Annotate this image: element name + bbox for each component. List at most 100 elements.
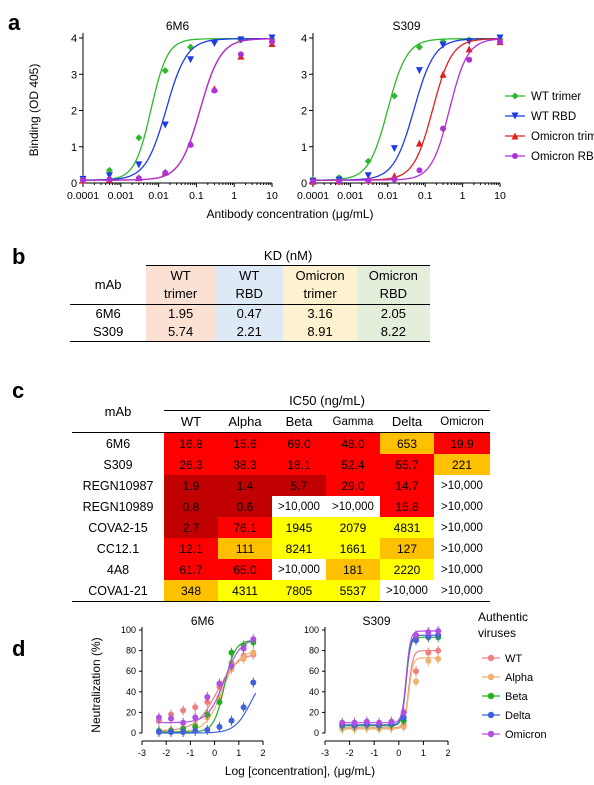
y-tick-label: 60 — [126, 666, 136, 676]
data-point — [512, 153, 518, 159]
ic50-mab-label: mAb — [104, 403, 132, 419]
data-point — [228, 663, 235, 670]
ic50-row-mab: COVA2-15 — [88, 520, 148, 535]
legend-marker — [487, 654, 495, 662]
data-point — [161, 121, 169, 129]
ic50-row-mab: REGN10987 — [82, 478, 154, 493]
kd-header: KD (nM) — [146, 245, 430, 266]
x-tick-label: 0.1 — [189, 190, 204, 202]
ic50-row: REGN10987 1.9 1.4 5.7 29.0 14.7 >10,000 — [72, 475, 490, 496]
data-point — [435, 628, 442, 635]
data-point — [496, 34, 504, 42]
ic50-cell: >10,000 — [272, 496, 326, 517]
ic50-cell: >10,000 — [380, 580, 434, 602]
x-tick-label: 2 — [445, 748, 450, 758]
data-point — [391, 176, 398, 183]
ic50-row-mab: 6M6 — [105, 436, 131, 451]
series-omicron-trimer — [79, 38, 276, 184]
data-point — [351, 719, 358, 726]
data-point — [135, 175, 142, 182]
ic50-row: CC12.1 12.1 111 8241 1661 127 >10,000 — [72, 538, 490, 559]
ic50-row: 4A8 61.7 65.0 >10,000 181 2220 >10,000 — [72, 559, 490, 580]
plot-title: S309 — [362, 614, 390, 628]
data-point — [237, 36, 245, 44]
y-tick-label: 0 — [71, 178, 77, 190]
ic50-cell: 8241 — [272, 538, 326, 559]
kd-cell: 2.21 — [214, 322, 284, 341]
x-tick-label: 0.1 — [418, 190, 433, 202]
y-tick-label: 20 — [309, 707, 319, 717]
ic50-cell: 181 — [326, 559, 380, 580]
y-tick-label: 80 — [309, 646, 319, 656]
data-point — [465, 45, 473, 53]
legend-item: Omicron RBD — [505, 151, 594, 163]
data-point — [400, 709, 407, 716]
data-point — [390, 92, 398, 100]
y-tick-label: 3 — [71, 69, 77, 81]
data-point — [187, 56, 195, 64]
legend-item: WT trimer — [505, 91, 581, 103]
data-point — [250, 679, 257, 686]
data-point — [413, 637, 420, 644]
x-axis-label: Antibody concentration (μg/mL) — [207, 207, 374, 221]
x-tick-label: 1 — [231, 190, 237, 202]
data-point — [106, 176, 113, 183]
fit-curve — [339, 630, 441, 724]
data-point — [155, 714, 162, 721]
ic50-row-mab: REGN10989 — [82, 499, 154, 514]
ic50-table: mAb IC50 (ng/mL) WT Alpha Beta Gamma Delta Om… — [72, 390, 502, 602]
kd-col-wt-rbd: WT RBD — [214, 265, 284, 304]
ic50-row-mab: COVA1-21 — [88, 583, 148, 598]
legend-marker — [487, 673, 495, 681]
legend-label: Omicron RBD — [531, 151, 594, 163]
ic50-cell: 2.7 — [164, 517, 218, 538]
ic50-cell: >10,000 — [434, 538, 490, 559]
data-point — [187, 43, 195, 51]
x-tick-label: 0 — [212, 748, 217, 758]
data-point — [415, 67, 423, 75]
data-point — [415, 43, 423, 51]
ic50-row: REGN10989 0.8 0.6 >10,000 >10,000 15.8 >10,000 — [72, 496, 490, 517]
data-point — [339, 719, 346, 726]
ic50-cell: >10,000 — [434, 559, 490, 580]
ic50-cell: 7805 — [272, 580, 326, 602]
x-tick-label: 0.001 — [337, 190, 363, 202]
data-point — [180, 707, 187, 714]
data-point — [216, 680, 223, 687]
legend-label: Beta — [505, 691, 529, 703]
legend-title: viruses — [478, 626, 516, 640]
ic50-row-mab: S309 — [103, 457, 133, 472]
ic50-row-mab: CC12.1 — [96, 541, 140, 556]
data-point — [250, 649, 257, 656]
data-point — [440, 125, 447, 132]
ic50-cell: 12.1 — [164, 538, 218, 559]
kd-col-wt-trimer: WT trimer — [146, 265, 215, 304]
data-point — [192, 727, 199, 734]
legend-label: WT — [505, 653, 522, 665]
y-tick-label: 60 — [309, 666, 319, 676]
data-point — [390, 145, 398, 153]
data-point — [192, 704, 199, 711]
series-delta — [155, 677, 257, 737]
legend-label: WT RBD — [531, 111, 576, 123]
ic50-cell: 65.0 — [218, 559, 272, 580]
x-tick-label: 0.01 — [378, 190, 399, 202]
legend-item: Alpha — [482, 672, 534, 684]
ic50-cell: 127 — [380, 538, 434, 559]
data-point — [363, 718, 370, 725]
ic50-cell: 2220 — [380, 559, 434, 580]
ic50-row: COVA1-21 348 4311 7805 5537 >10,000 >10,000 — [72, 580, 490, 602]
data-point — [210, 39, 218, 47]
ic50-cell: 0.8 — [164, 496, 218, 517]
data-point — [336, 178, 343, 185]
data-point — [388, 718, 395, 725]
series-omicron-rbd — [80, 38, 275, 184]
fit-curve — [339, 650, 441, 729]
data-point — [168, 728, 175, 735]
x-tick-label: -3 — [321, 748, 329, 758]
ic50-col-header: WT — [180, 414, 202, 429]
data-point — [439, 70, 447, 78]
kd-cell: 5.74 — [146, 322, 215, 341]
x-tick-label: 0 — [396, 748, 401, 758]
